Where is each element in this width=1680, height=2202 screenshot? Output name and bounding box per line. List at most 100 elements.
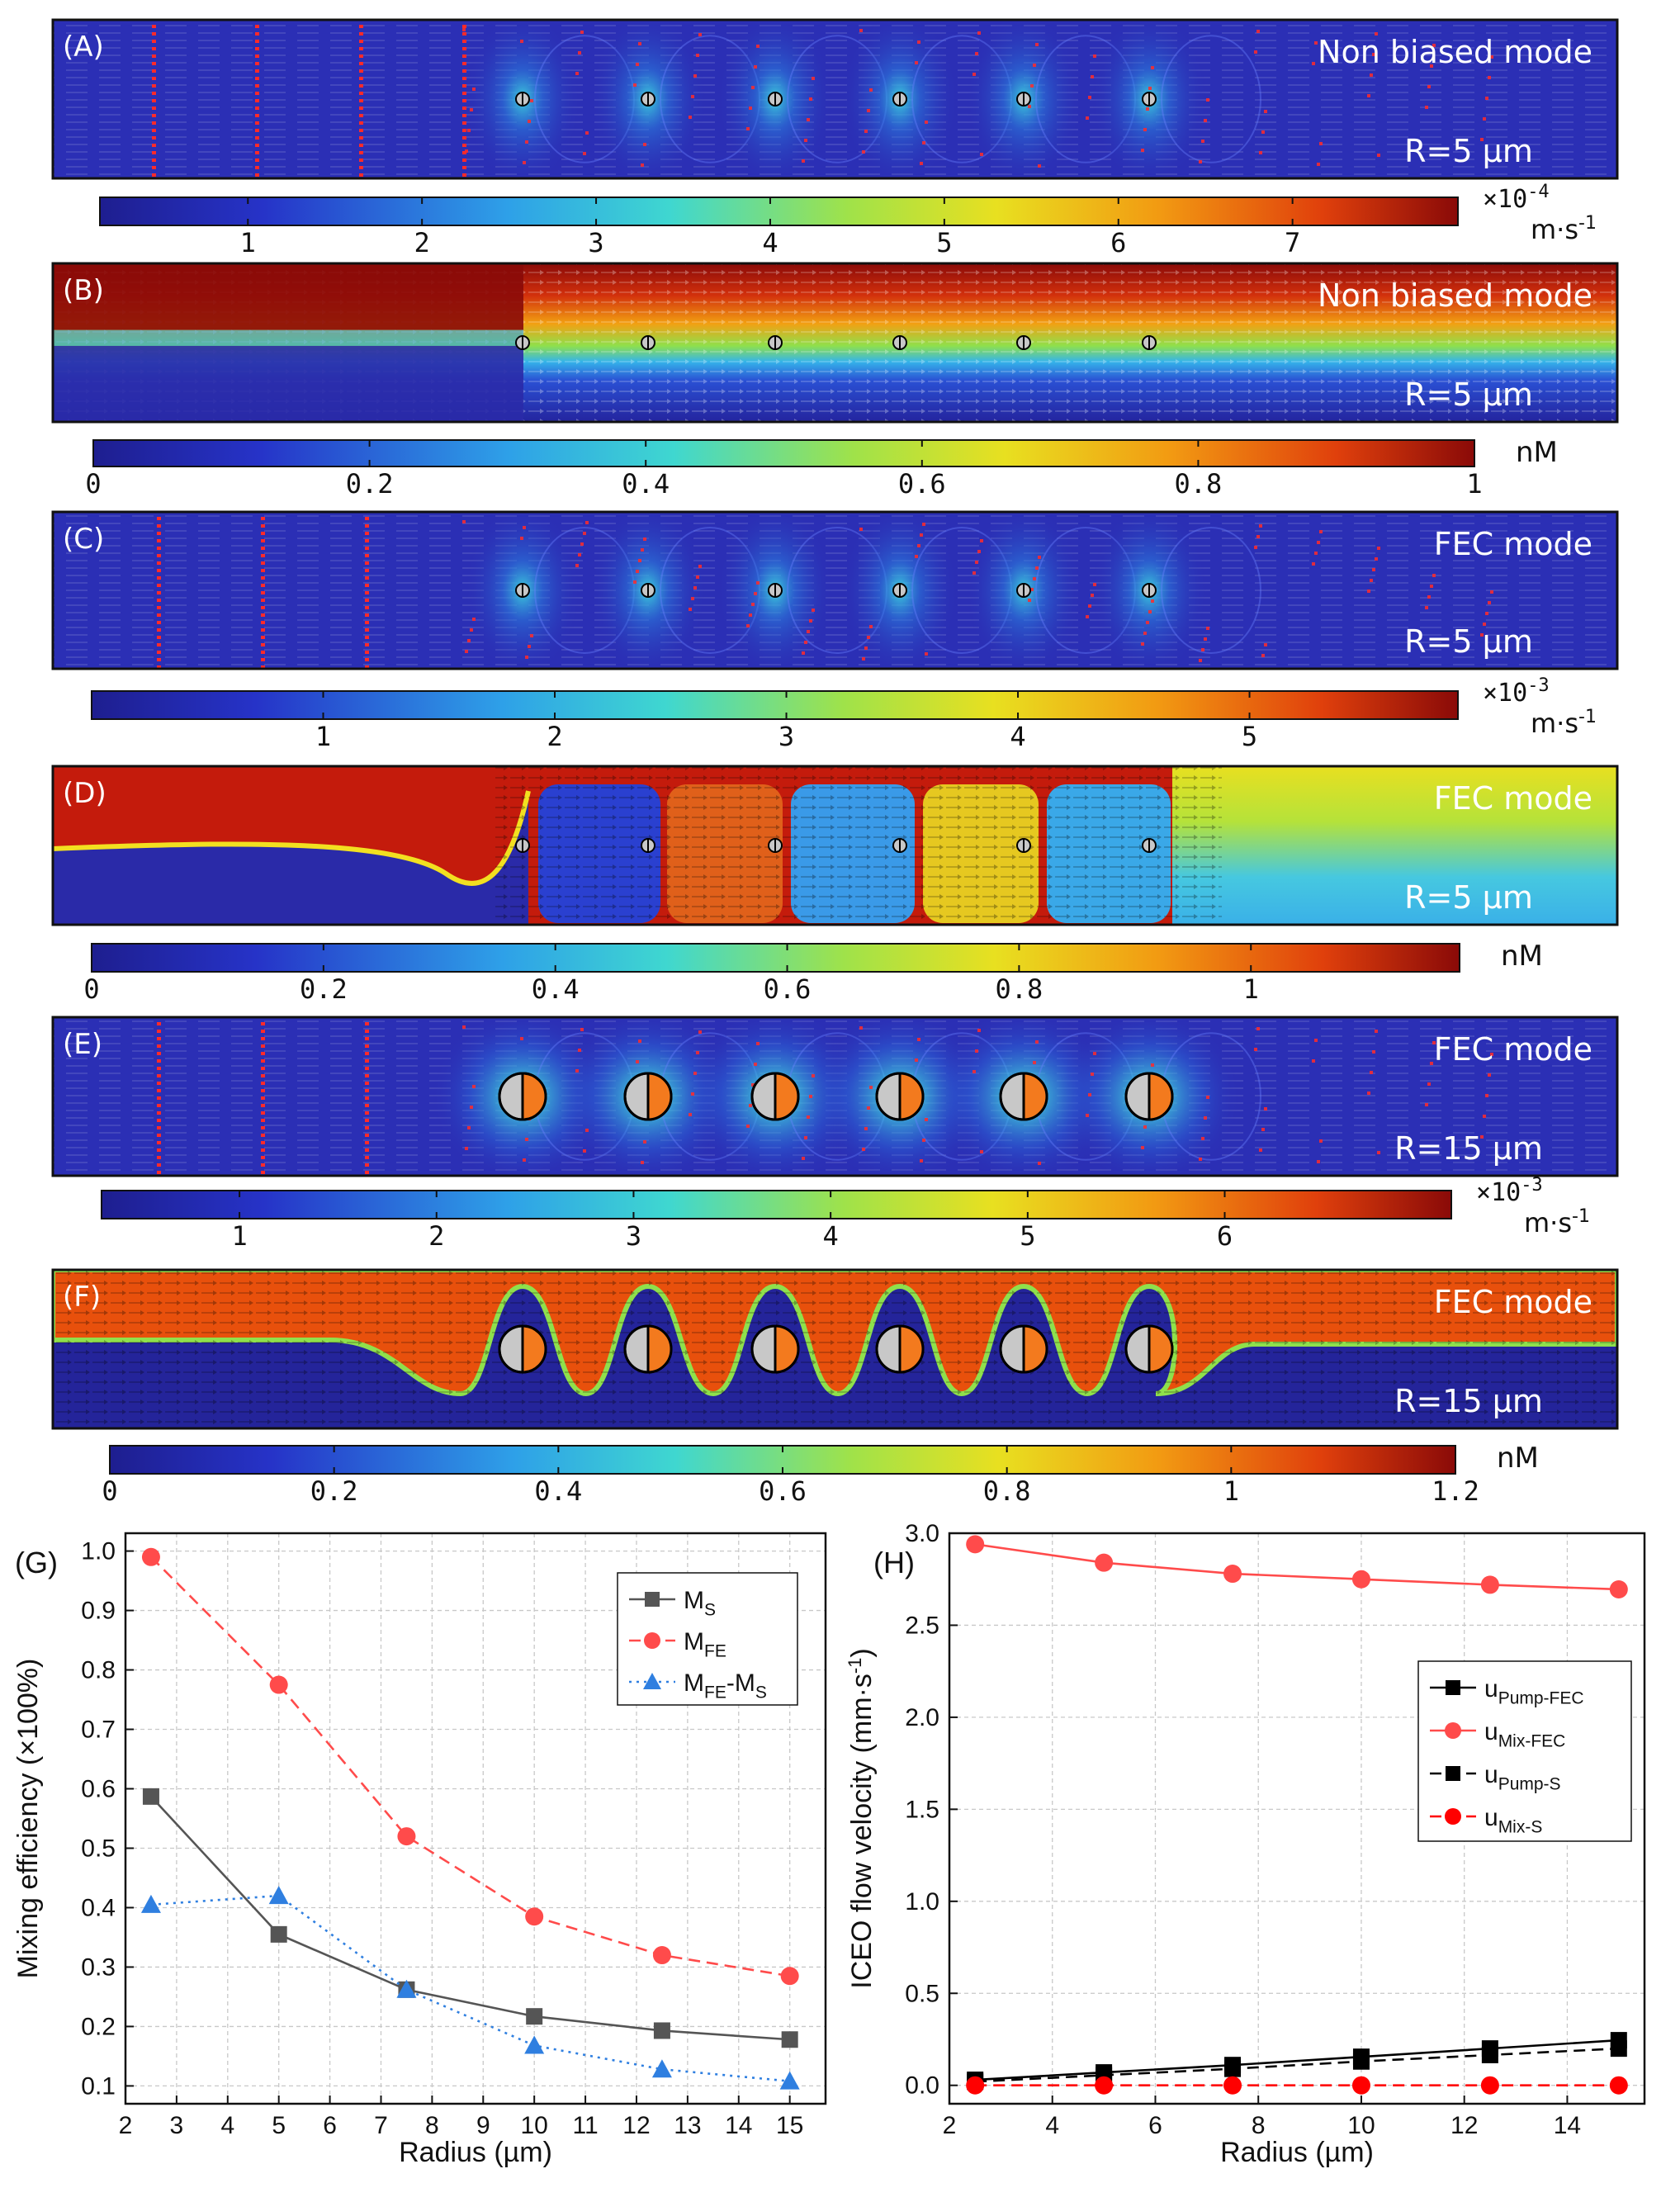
particle: [528, 120, 531, 123]
particle: [157, 1059, 161, 1063]
particle: [1028, 105, 1031, 108]
particle: [365, 1134, 369, 1137]
data-point: [1352, 2053, 1370, 2070]
particle: [152, 69, 156, 73]
particle: [157, 539, 161, 542]
particle: [1312, 562, 1315, 566]
particle: [261, 539, 265, 542]
particle: [472, 618, 476, 621]
mode-label: FEC mode: [1434, 780, 1592, 817]
floating-electrode: [648, 1326, 671, 1372]
particle: [751, 86, 755, 89]
particle: [585, 521, 589, 524]
particle: [465, 650, 468, 653]
streamlines: [53, 512, 1617, 669]
electrode-cylinder: [892, 335, 907, 350]
particle: [641, 1161, 644, 1164]
panel-border: [51, 510, 1619, 670]
series-fe: [141, 1547, 799, 1986]
particle: [636, 570, 639, 573]
x-tick-label: 14: [725, 2112, 752, 2139]
particle: [696, 575, 699, 579]
particle: [809, 97, 812, 101]
particle: [365, 547, 369, 550]
particle: [975, 1049, 978, 1053]
particle: [255, 107, 259, 110]
particle: [643, 143, 646, 146]
colorbar-tick-label: 0: [102, 1475, 117, 1507]
interface: [53, 329, 523, 346]
particle: [585, 131, 589, 135]
particle: [643, 537, 646, 541]
particle: [915, 1058, 918, 1062]
data-point: [1480, 2076, 1499, 2095]
particle: [462, 136, 466, 140]
floating-electrode: [648, 1073, 671, 1120]
particle: [255, 92, 259, 95]
particle: [523, 1158, 526, 1162]
particle: [255, 166, 259, 169]
particle: [157, 547, 161, 550]
particle: [585, 1129, 589, 1132]
colorbar-tick-label: 1: [1223, 1475, 1239, 1507]
particle: [467, 1126, 471, 1129]
y-tick-label: 0.5: [81, 1835, 116, 1862]
colorbar-tick-label: 0.8: [995, 973, 1043, 1005]
particle: [1488, 601, 1491, 604]
particle: [1201, 1137, 1204, 1140]
particle: [261, 658, 265, 661]
particle: [1259, 524, 1262, 528]
legend-label: uPump-S: [1484, 1761, 1561, 1793]
particle: [462, 40, 466, 43]
data-point: [652, 1946, 671, 1965]
series-line: [975, 2047, 1619, 2083]
particle: [255, 151, 259, 154]
particle: [365, 1089, 369, 1092]
particle: [977, 1029, 981, 1032]
particle: [255, 40, 259, 43]
particle: [152, 77, 156, 80]
particle: [1427, 85, 1431, 88]
particle: [1259, 1148, 1262, 1152]
particle: [365, 606, 369, 609]
particle: [869, 625, 873, 628]
particle: [359, 54, 363, 58]
particle: [472, 1085, 476, 1088]
particle: [1317, 163, 1320, 166]
colorbar-a: 1 2 3 4 5 6 7 ×10-4m·s-1: [99, 182, 1597, 258]
particle: [261, 1044, 265, 1048]
particle: [691, 597, 694, 600]
particle: [523, 526, 526, 529]
particle: [1480, 138, 1484, 141]
particle: [1033, 64, 1036, 67]
data-point: [1095, 2076, 1114, 2095]
particle: [578, 553, 581, 556]
data-point: [269, 1675, 288, 1694]
particle: [1199, 1158, 1202, 1161]
particle: [261, 591, 265, 594]
particle: [862, 150, 865, 154]
particle: [583, 152, 586, 155]
electrode-cylinder: [515, 583, 530, 598]
particle: [980, 539, 983, 542]
panel-border: [51, 262, 1619, 424]
particle: [1377, 154, 1380, 157]
particle: [1319, 530, 1323, 533]
panel-e: (E) FEC mode R=15 µm: [51, 1016, 1619, 1177]
particle: [1254, 50, 1257, 54]
particle: [261, 1163, 265, 1167]
particle: [365, 613, 369, 617]
particle: [261, 584, 265, 587]
particle: [365, 524, 369, 528]
particle: [359, 173, 363, 177]
particle: [1264, 1107, 1267, 1110]
y-tick-label: 1.0: [905, 1888, 939, 1916]
floating-electrode: [1024, 1326, 1047, 1372]
electrode-cylinder: [641, 838, 655, 853]
particle: [1141, 149, 1144, 152]
colorbar-tick-label: 6: [1110, 227, 1126, 258]
x-tick-label: 14: [1554, 2112, 1581, 2139]
particle: [862, 657, 865, 661]
particle: [157, 1089, 161, 1092]
particle: [152, 136, 156, 140]
